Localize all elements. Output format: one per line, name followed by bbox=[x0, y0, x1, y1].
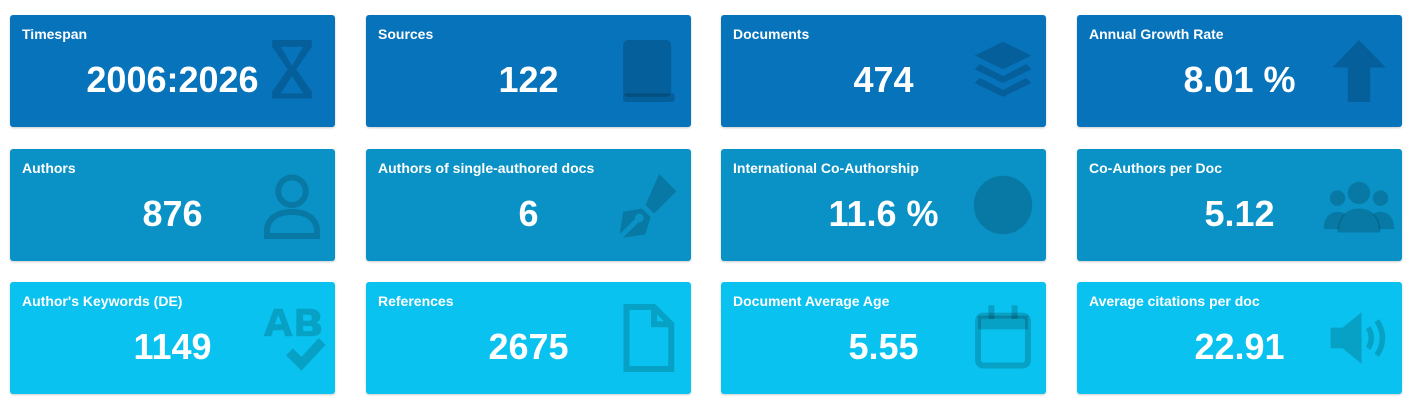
box-value: 2675 bbox=[488, 326, 569, 367]
box-label: Sources bbox=[378, 26, 434, 42]
box-value: 5.55 bbox=[848, 326, 919, 367]
icon bbox=[974, 41, 1032, 97]
value-box: Document Average Age 5.55 bbox=[721, 282, 1046, 394]
icon bbox=[263, 308, 326, 371]
box-value: 22.91 bbox=[1194, 326, 1285, 367]
box-label: References bbox=[378, 293, 454, 309]
box-label: Document Average Age bbox=[733, 293, 890, 309]
icon bbox=[975, 305, 1031, 369]
box-label: Author's Keywords (DE) bbox=[22, 293, 183, 309]
icon bbox=[623, 304, 675, 372]
box-label: International Co-Authorship bbox=[733, 160, 919, 176]
value-box: Documents 474 bbox=[721, 15, 1046, 127]
box-label: Authors bbox=[22, 160, 76, 176]
box-value: 122 bbox=[498, 59, 559, 100]
value-box: Author's Keywords (DE) 1149 bbox=[10, 282, 335, 394]
value-box: Co-Authors per Doc 5.12 bbox=[1077, 149, 1402, 261]
icon bbox=[619, 174, 677, 238]
box-label: Average citations per doc bbox=[1089, 293, 1260, 309]
icon bbox=[1323, 181, 1395, 233]
box-value: 11.6 % bbox=[828, 193, 939, 234]
box-label: Documents bbox=[733, 26, 810, 42]
box-value: 6 bbox=[518, 193, 539, 234]
icon bbox=[623, 40, 675, 102]
value-box: Sources 122 bbox=[366, 15, 691, 127]
icon bbox=[973, 175, 1033, 235]
box-value: 876 bbox=[142, 193, 203, 234]
box-value: 1149 bbox=[133, 326, 212, 367]
icon bbox=[1330, 312, 1386, 364]
box-label: Authors of single-authored docs bbox=[378, 160, 595, 176]
icon bbox=[272, 40, 312, 99]
box-value: 8.01 % bbox=[1183, 59, 1296, 100]
icon bbox=[264, 174, 320, 239]
box-label: Annual Growth Rate bbox=[1089, 26, 1224, 42]
value-box: Annual Growth Rate 8.01 % bbox=[1077, 15, 1402, 127]
box-label: Timespan bbox=[22, 26, 88, 42]
box-value: 2006:2026 bbox=[86, 59, 259, 100]
value-box: Authors of single-authored docs 6 bbox=[366, 149, 691, 261]
value-box: International Co-Authorship 11.6 % bbox=[721, 149, 1046, 261]
value-box: Average citations per doc 22.91 bbox=[1077, 282, 1402, 394]
box-value: 5.12 bbox=[1204, 193, 1275, 234]
box-value: 474 bbox=[853, 59, 914, 100]
icon bbox=[1332, 40, 1386, 102]
box-label: Co-Authors per Doc bbox=[1089, 160, 1222, 176]
value-box: Authors 876 bbox=[10, 149, 335, 261]
value-box: Timespan 2006:2026 bbox=[10, 15, 335, 127]
value-box: References 2675 bbox=[366, 282, 691, 394]
